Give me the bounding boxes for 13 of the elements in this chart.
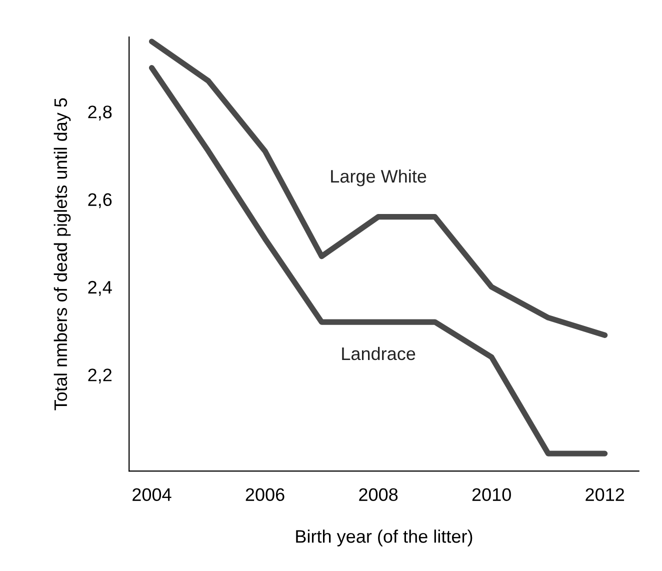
y-tick-label: 2,6 <box>88 193 112 208</box>
y-tick-label: 2,4 <box>88 280 112 296</box>
series-label: Landrace <box>342 346 416 360</box>
x-tick-label: 2010 <box>472 488 511 502</box>
x-tick-label: 2008 <box>359 488 398 502</box>
series-label: Large White <box>331 169 426 186</box>
y-axis-title: Total nmbers of dead piglets until day 5 <box>54 98 71 410</box>
x-axis-title: Birth year (of the litter) <box>296 530 472 546</box>
x-tick-label: 2012 <box>586 488 624 502</box>
y-tick-label: 2,8 <box>88 106 112 120</box>
x-tick-label: 2006 <box>246 488 284 502</box>
x-tick-label: 2004 <box>132 488 172 502</box>
y-tick-label: 2,2 <box>88 368 112 384</box>
